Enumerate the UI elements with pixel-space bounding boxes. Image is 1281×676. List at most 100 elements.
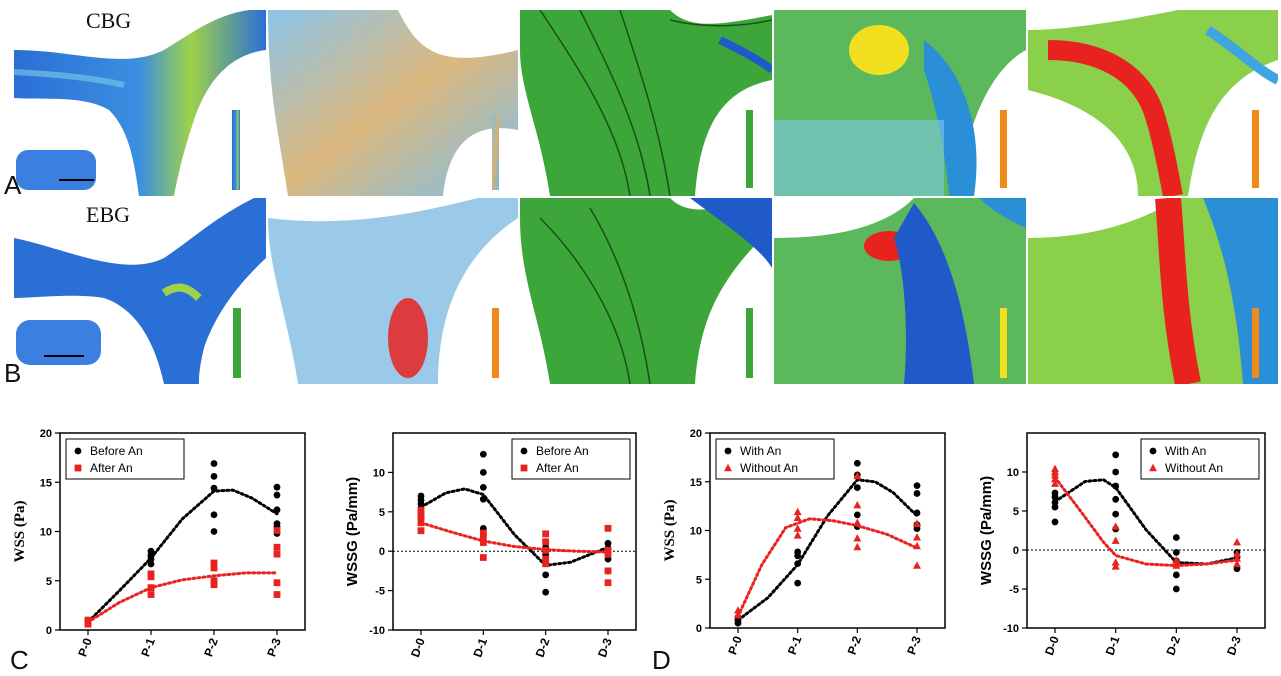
data-point [479,483,487,491]
x-tick-label: D-0 [408,636,428,659]
y-tick-label: 10 [40,527,52,539]
data-point [1112,482,1120,490]
y-axis-label: WSSG (Pa/mm) [978,476,995,585]
data-point [273,491,281,499]
data-point [853,500,862,509]
data-point [1172,534,1180,541]
legend-marker [724,447,732,455]
data-point [604,579,612,587]
legend: With An Without An [715,438,835,480]
y-tick-label: 15 [40,477,52,489]
data-point [210,460,218,467]
legend-label: Before An [90,444,143,458]
data-point [853,534,862,542]
trend-line [86,571,279,624]
data-point [853,518,862,526]
data-point [210,472,218,480]
data-point [1111,562,1120,570]
panel-label-a: A [4,170,22,200]
trend-line [1053,476,1239,568]
trend-line [86,488,279,624]
legend-label: After An [536,461,579,475]
legend-box [1140,438,1260,480]
legend-label: Without An [740,461,798,475]
data-point [417,506,425,514]
trend-line [736,517,919,618]
ebg-static-pressure-image [774,198,1026,384]
trend-line [419,521,610,554]
y-tick-label: 20 [40,428,52,440]
data-point [1111,558,1120,566]
plot-frame [1026,432,1266,629]
y-tick-label: 10 [1007,467,1019,479]
data-point [417,527,425,535]
data-point [542,547,550,554]
x-tick-label: P-3 [264,636,284,659]
series-before-an [84,460,281,628]
data-point [913,482,921,490]
x-tick-label: P-3 [904,634,924,657]
data-point [210,528,218,535]
cbg-velocity-vector-image [268,10,518,196]
legend-marker [520,464,528,472]
panel-label-b: B [4,358,22,388]
y-tick-label: 0 [1013,545,1019,557]
x-tick-label: D-3 [1224,634,1244,657]
data-point [273,506,281,514]
ebg-inset-vessel [16,320,101,365]
data-point [1112,468,1120,476]
data-point [913,509,921,517]
series-with-an [734,459,921,627]
data-point [604,550,612,558]
group-title-cbg: CBG [86,8,132,33]
x-tick-label: P-0 [725,634,745,657]
trend-line [736,478,919,622]
data-point [479,534,487,542]
data-point [210,484,218,492]
y-tick-label: 10 [373,467,385,479]
cbg-static-pressure-image [774,10,1026,196]
y-tick-label: 5 [696,574,702,586]
legend-marker [724,463,732,472]
chart-2: -10 -5 0 5 10 WSSG (Pa/mm) D-0 D-1 D-2 D-3 Before … [344,432,637,659]
y-tick-label: -5 [375,586,385,598]
data-point [479,529,487,537]
legend-label: After An [90,461,133,475]
data-point [1233,549,1241,558]
legend: Before An After An [65,438,185,480]
series-without-an [1051,464,1241,570]
y-axis-label: WSS (Pa) [662,499,678,561]
data-point [479,554,487,561]
chart-1: 0 5 10 15 20 WSS (Pa) P-0 P-1 P-2 P-3 Before An Aft… [12,428,306,659]
data-point [913,519,921,527]
legend-label: Without An [1165,461,1223,475]
data-point [147,570,155,578]
data-point [604,547,612,554]
chart-3: 0 5 10 15 20 WSS (Pa) P-0 P-1 P-2 P-3 With An Witho… [662,428,946,657]
data-point [604,567,612,575]
data-point [604,524,612,532]
data-point [1172,571,1180,579]
data-point [1233,538,1241,546]
data-point [734,606,742,614]
data-point [1172,548,1180,556]
data-point [1233,554,1241,562]
data-point [1111,536,1120,544]
legend-label: Before An [536,444,589,458]
data-point [542,538,550,546]
data-point [853,459,861,467]
y-axis-label: WSSG (Pa/mm) [344,477,361,586]
data-point [793,524,802,532]
legend-box [715,438,835,480]
data-point [913,561,921,569]
data-point [1051,518,1059,526]
data-point [793,507,802,516]
trend-line [1053,478,1239,566]
y-tick-label: -5 [1009,584,1019,596]
data-point [210,564,218,572]
x-tick-label: D-2 [1163,634,1183,657]
panel-label-d: D [652,645,671,675]
data-point [417,492,425,500]
data-point [1051,489,1059,497]
